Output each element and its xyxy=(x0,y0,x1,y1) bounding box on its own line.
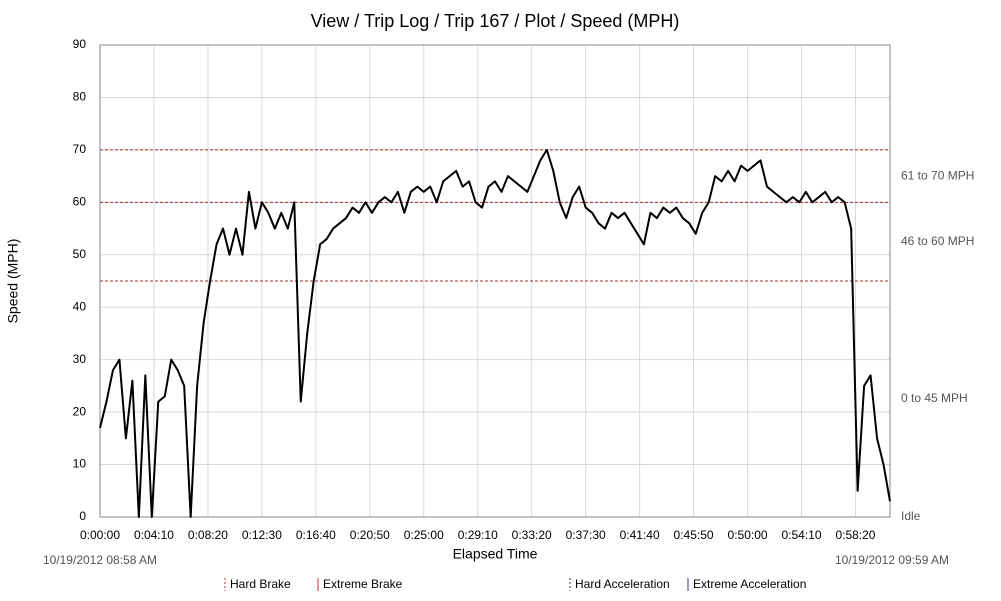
zone-label: 0 to 45 MPH xyxy=(901,391,968,405)
x-tick-label: 0:16:40 xyxy=(296,528,336,542)
y-tick-label: 50 xyxy=(73,247,87,261)
x-axis-label: Elapsed Time xyxy=(453,546,538,562)
x-tick-label: 0:45:50 xyxy=(674,528,714,542)
x-tick-label: 0:33:20 xyxy=(512,528,552,542)
y-tick-label: 40 xyxy=(73,299,87,313)
speed-line xyxy=(99,148,891,518)
y-tick-label: 10 xyxy=(73,457,87,471)
zone-label: Idle xyxy=(901,509,921,523)
zone-label: 61 to 70 MPH xyxy=(901,168,974,182)
x-tick-label: 0:00:00 xyxy=(80,528,120,542)
x-tick-label: 0:20:50 xyxy=(350,528,390,542)
y-tick-label: 30 xyxy=(73,352,87,366)
end-time: 10/19/2012 09:59 AM xyxy=(835,553,949,567)
x-tick-label: 0:50:00 xyxy=(728,528,768,542)
x-tick-label: 0:54:10 xyxy=(781,528,821,542)
x-tick-label: 0:12:30 xyxy=(242,528,282,542)
y-tick-label: 80 xyxy=(73,90,87,104)
zone-label: 46 to 60 MPH xyxy=(901,234,974,248)
y-tick-label: 70 xyxy=(73,142,87,156)
y-tick-label: 60 xyxy=(73,195,87,209)
y-tick-label: 20 xyxy=(73,404,87,418)
x-tick-label: 0:41:40 xyxy=(620,528,660,542)
x-tick-label: 0:37:30 xyxy=(566,528,606,542)
start-time: 10/19/2012 08:58 AM xyxy=(43,553,157,567)
legend-label: Hard Acceleration xyxy=(575,577,670,591)
x-tick-label: 0:25:00 xyxy=(404,528,444,542)
chart-title: View / Trip Log / Trip 167 / Plot / Spee… xyxy=(311,11,680,31)
x-tick-label: 0:58:20 xyxy=(835,528,875,542)
legend-label: Extreme Acceleration xyxy=(693,577,806,591)
legend-label: Hard Brake xyxy=(230,577,291,591)
x-tick-label: 0:08:20 xyxy=(188,528,228,542)
y-tick-label: 0 xyxy=(79,509,86,523)
y-axis-label: Speed (MPH) xyxy=(5,239,21,324)
y-tick-label: 90 xyxy=(73,37,87,51)
x-tick-label: 0:29:10 xyxy=(458,528,498,542)
x-tick-label: 0:04:10 xyxy=(134,528,174,542)
legend-label: Extreme Brake xyxy=(323,577,403,591)
